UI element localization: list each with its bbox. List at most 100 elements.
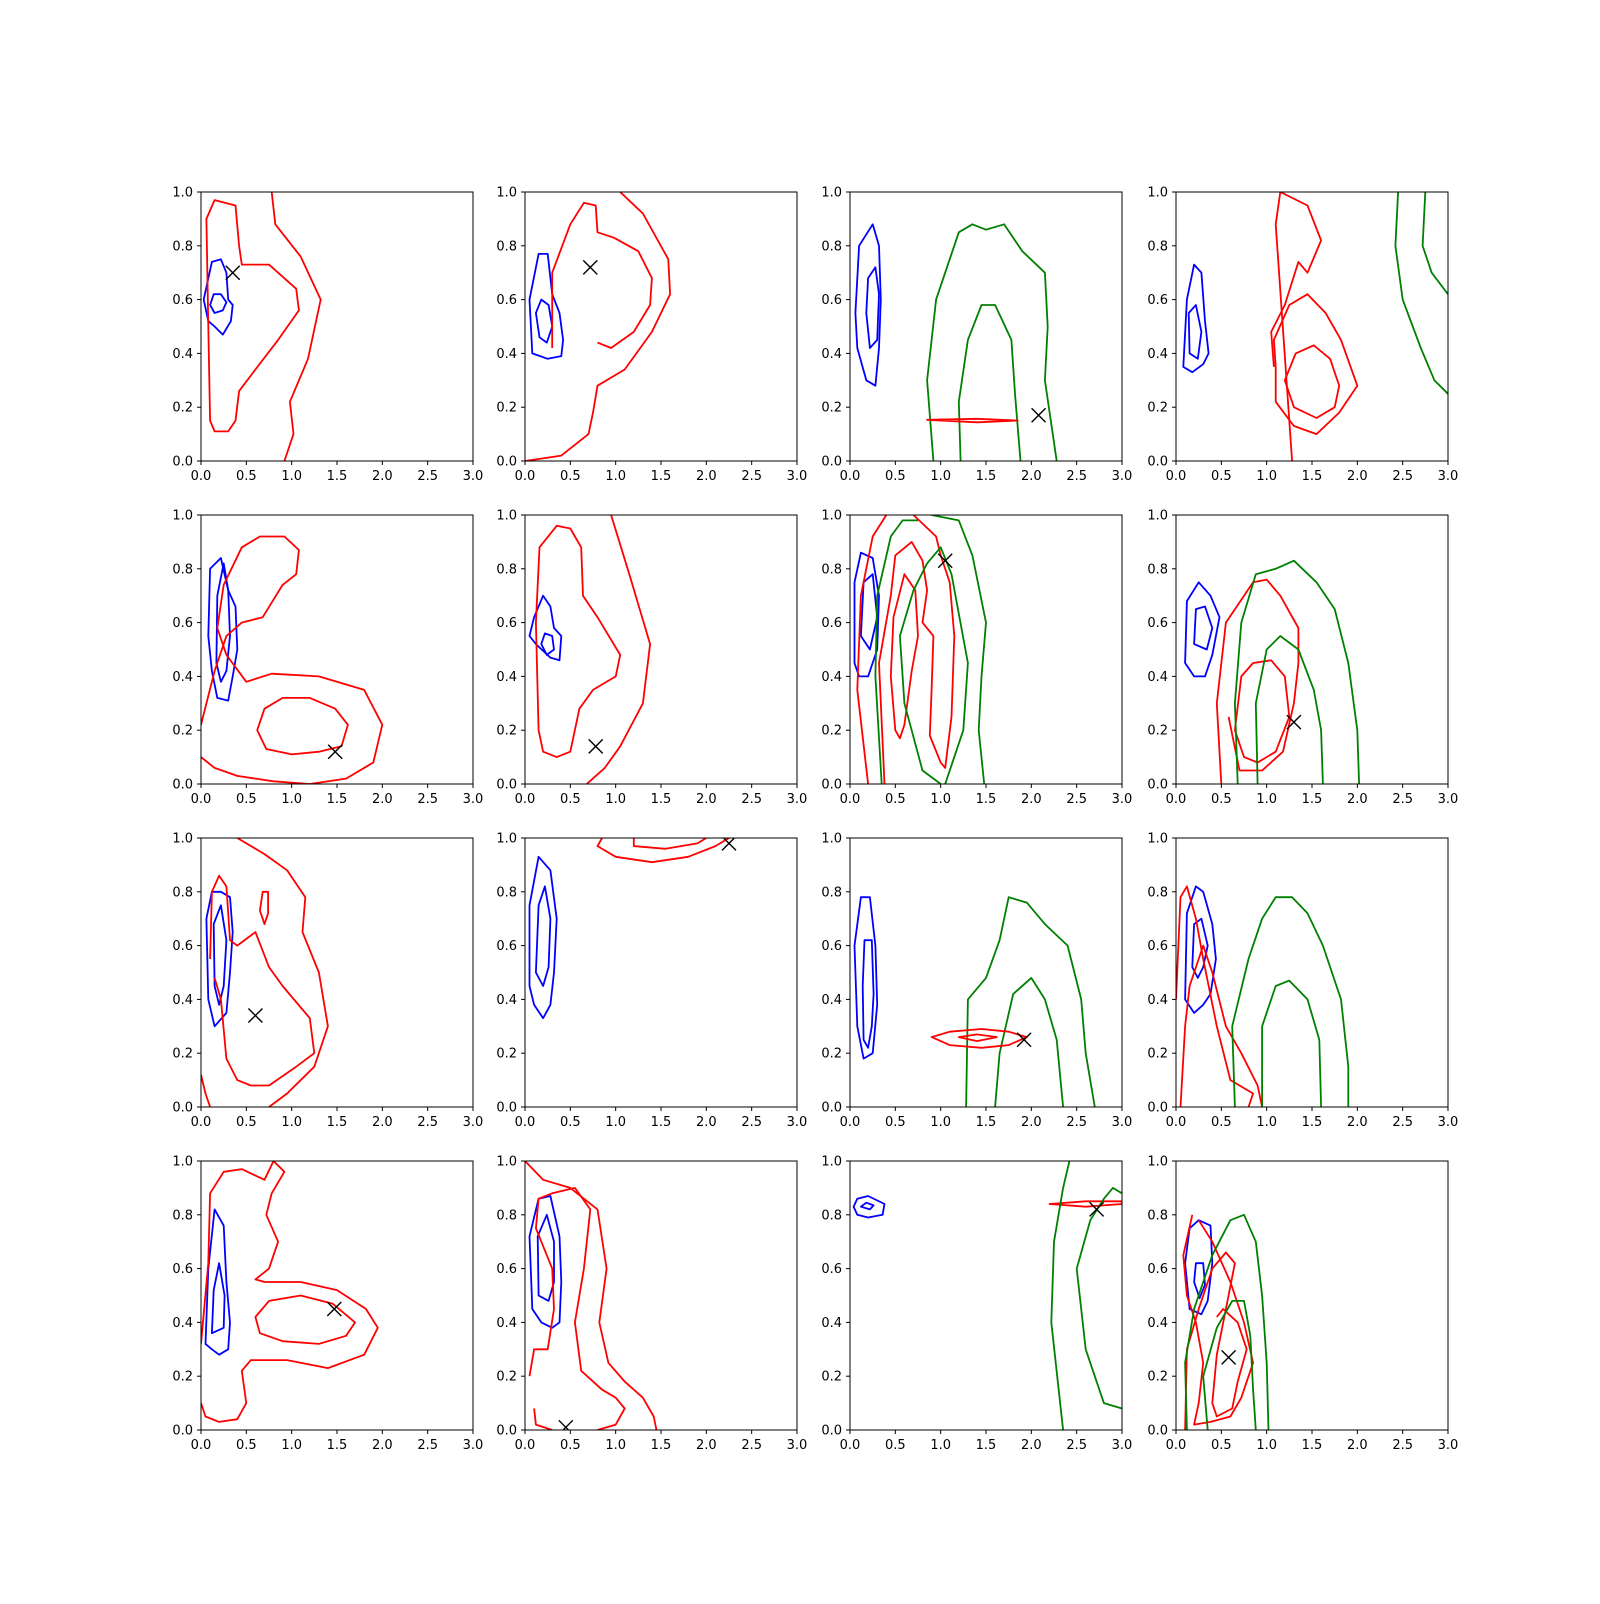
y-tick-label: 0.8 [821, 562, 842, 577]
blue-contour-line [535, 885, 552, 987]
blue-contour-line [1182, 263, 1210, 374]
x-tick-label: 2.0 [1347, 1438, 1368, 1453]
red-contour-line [596, 838, 730, 864]
red-contour-line [1270, 192, 1322, 461]
plot-area [525, 1161, 658, 1430]
plot-area [528, 838, 737, 1020]
red-contour-line [1182, 1214, 1254, 1426]
blue-contour-line [860, 573, 879, 651]
blue-contour-line [854, 223, 882, 387]
subplot-3-2: 0.0 0.5 1.0 1.5 2.0 2.5 3.0 0.0 0.2 0.4 0.6 0.8 1.0 [496, 832, 807, 1131]
x-tick-label: 2.0 [696, 792, 717, 807]
y-tick-label: 0.6 [1147, 939, 1168, 954]
x-tick-label: 0.5 [1211, 1115, 1232, 1130]
y-tick-label: 0.2 [1147, 724, 1168, 739]
y-tick-label: 0.2 [496, 1370, 517, 1385]
y-tick-label: 0.2 [821, 724, 842, 739]
x-tick-label: 2.5 [1392, 469, 1413, 484]
green-contour-line [1261, 979, 1322, 1107]
y-tick-label: 0.6 [1147, 616, 1168, 631]
blue-contour-line [540, 632, 555, 656]
subplot-4-1: 0.0 0.5 1.0 1.5 2.0 2.5 3.0 0.0 0.2 0.4 0.6 0.8 1.0 [172, 1155, 483, 1454]
blue-contour-line [861, 939, 875, 1049]
red-contour-line [1215, 578, 1300, 784]
x-tick-label: 3.0 [1112, 792, 1133, 807]
red-contour-line [256, 697, 349, 756]
axes-frame [200, 514, 474, 785]
y-tick-label: 0.6 [821, 293, 842, 308]
red-contour-line [1273, 293, 1359, 435]
x-tick-label: 0.0 [840, 1438, 861, 1453]
x-tick-label: 0.5 [885, 469, 906, 484]
x-tick-label: 0.0 [515, 1115, 536, 1130]
x-tick-label: 1.0 [930, 792, 951, 807]
red-contour-line [1234, 659, 1291, 764]
y-tick-label: 0.4 [821, 347, 842, 362]
x-tick-label: 2.0 [1021, 1438, 1042, 1453]
plot-area [528, 515, 651, 784]
x-tick-label: 1.0 [281, 1115, 302, 1130]
green-contour-line [1202, 1300, 1257, 1430]
y-tick-label: 0.4 [496, 347, 517, 362]
y-tick-label: 0.8 [496, 562, 517, 577]
blue-contour-line [207, 557, 239, 702]
x-tick-label: 1.0 [930, 469, 951, 484]
x-tick-label: 1.5 [976, 1115, 997, 1130]
y-tick-label: 0.8 [172, 1208, 193, 1223]
axes-frame [1175, 191, 1449, 462]
green-contour-line [965, 896, 1096, 1107]
y-tick-label: 1.0 [1147, 186, 1168, 201]
x-tick-label: 3.0 [787, 1438, 808, 1453]
x-tick-label: 2.0 [372, 792, 393, 807]
subplot-2-1: 0.0 0.5 1.0 1.5 2.0 2.5 3.0 0.0 0.2 0.4 0.6 0.8 1.0 [172, 509, 483, 808]
x-tick-label: 2.5 [417, 1438, 438, 1453]
red-contour-line [205, 199, 300, 433]
y-tick-label: 1.0 [821, 832, 842, 847]
y-tick-label: 0.8 [172, 562, 193, 577]
red-contour-line [201, 1161, 379, 1423]
x-tick-label: 1.5 [1302, 1438, 1323, 1453]
x-tick-label: 2.5 [1066, 1438, 1087, 1453]
axes-frame [524, 1160, 798, 1431]
x-tick-label: 3.0 [463, 792, 484, 807]
blue-contour-line [853, 896, 879, 1060]
x-tick-label: 1.5 [1302, 1115, 1323, 1130]
y-tick-label: 0.6 [821, 939, 842, 954]
axes-frame [1175, 514, 1449, 785]
x-marker [937, 553, 953, 569]
y-tick-label: 0.2 [821, 1047, 842, 1062]
x-tick-label: 2.5 [741, 1438, 762, 1453]
green-contour-line [874, 519, 918, 784]
green-contour-line [1234, 559, 1360, 784]
x-tick-label: 0.0 [1166, 1438, 1187, 1453]
x-marker [582, 259, 598, 275]
y-tick-label: 0.4 [821, 670, 842, 685]
y-tick-label: 0.6 [821, 616, 842, 631]
x-tick-label: 1.0 [1256, 469, 1277, 484]
blue-contour-line [852, 1195, 886, 1219]
y-tick-label: 0.6 [821, 1262, 842, 1277]
x-tick-label: 0.0 [840, 469, 861, 484]
y-tick-label: 1.0 [1147, 1155, 1168, 1170]
blue-contour-line [528, 855, 558, 1020]
red-contour-line [209, 874, 316, 1087]
x-tick-label: 2.5 [741, 792, 762, 807]
plot-area [1176, 885, 1350, 1107]
y-tick-label: 0.8 [496, 1208, 517, 1223]
blue-contour-line [1184, 885, 1217, 1014]
x-tick-label: 1.0 [281, 469, 302, 484]
green-contour-line [1075, 1187, 1122, 1410]
y-tick-label: 0.8 [496, 885, 517, 900]
x-marker [1016, 1032, 1032, 1048]
red-contour-line [930, 1028, 1028, 1049]
x-marker [588, 738, 604, 754]
y-tick-label: 0.8 [1147, 1208, 1168, 1223]
x-tick-label: 1.5 [327, 1438, 348, 1453]
axes-frame [849, 514, 1123, 785]
blue-contour-line [535, 298, 554, 344]
plot-area [853, 515, 987, 784]
x-tick-label: 3.0 [1438, 1115, 1459, 1130]
plot-area [525, 192, 671, 461]
plot-area [1182, 192, 1448, 461]
y-tick-label: 0.2 [496, 724, 517, 739]
